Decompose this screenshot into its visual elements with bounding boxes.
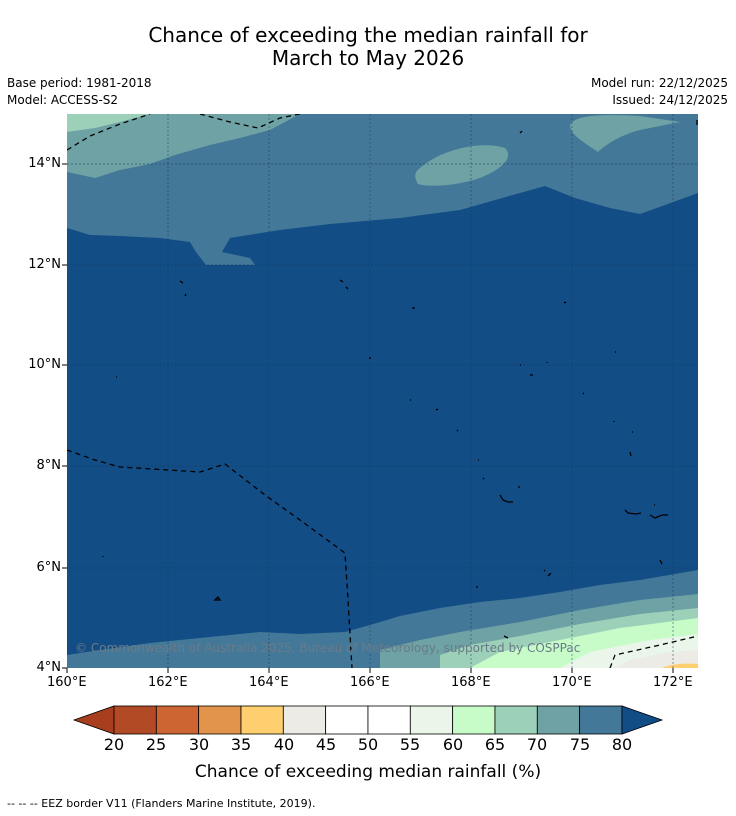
lat-label-8n: 8°N — [36, 458, 62, 473]
colorbar-swatch-3 — [240, 705, 284, 735]
colorbar-label-40: 40 — [273, 735, 295, 754]
title-line-2: March to May 2026 — [271, 46, 465, 70]
colorbar-label-60: 60 — [442, 735, 464, 754]
colorbar-swatch-4 — [282, 705, 327, 735]
colorbar-swatch-10 — [536, 705, 581, 735]
lon-label-162e: 162°E — [148, 675, 188, 690]
colorbar — [72, 705, 664, 735]
colorbar-swatch-11 — [579, 705, 623, 735]
lon-label-164e: 164°E — [249, 675, 289, 690]
model-run: Model run: 22/12/2025 — [590, 76, 728, 90]
lon-label-160e: 160°E — [47, 675, 87, 690]
colorbar-swatch-9 — [494, 705, 538, 735]
lat-label-10n: 10°N — [28, 357, 61, 372]
colorbar-label-25: 25 — [145, 735, 167, 754]
eez-borders — [67, 114, 698, 668]
colorbar-swatch-0 — [113, 705, 157, 735]
lon-label-168e: 168°E — [451, 675, 491, 690]
eez-footnote: -- -- -- EEZ border V11 (Flanders Marine… — [7, 797, 316, 810]
colorbar-label-65: 65 — [484, 735, 506, 754]
colorbar-label-80: 80 — [611, 735, 633, 754]
region-c80-main — [67, 186, 698, 655]
region-c35-corner — [662, 663, 698, 668]
colorbar-label-35: 35 — [230, 735, 252, 754]
lon-label-172e: 172°E — [653, 675, 693, 690]
lat-label-4n: 4°N — [36, 660, 62, 675]
copyright-note: © Commonwealth of Australia 2025, Bureau… — [75, 641, 581, 655]
colorbar-swatch-5 — [325, 705, 369, 735]
base-period: Base period: 1981-2018 — [7, 76, 152, 90]
colorbar-swatch-1 — [155, 705, 200, 735]
region-c40-corner — [615, 650, 698, 668]
lat-label-14n: 14°N — [28, 156, 61, 171]
colorbar-swatch-8 — [452, 705, 496, 735]
issued-date: Issued: 24/12/2025 — [612, 93, 728, 107]
region-c65-corner — [67, 114, 150, 132]
colorbar-label-50: 50 — [357, 735, 379, 754]
ticks — [62, 163, 674, 673]
title-line-1: Chance of exceeding the median rainfall … — [148, 23, 588, 47]
colorbar-extend-low — [72, 705, 115, 735]
colorbar-label-70: 70 — [526, 735, 548, 754]
model-name: Model: ACCESS-S2 — [7, 93, 119, 107]
graticule — [67, 114, 698, 668]
colorbar-label-45: 45 — [315, 735, 337, 754]
lon-label-166e: 166°E — [350, 675, 390, 690]
colorbar-label-20: 20 — [103, 735, 125, 754]
islands — [102, 120, 698, 639]
region-c70-patch — [415, 145, 509, 186]
lat-label-12n: 12°N — [28, 257, 61, 272]
lat-label-6n: 6°N — [36, 560, 62, 575]
colorbar-swatch-7 — [409, 705, 454, 735]
lon-label-170e: 170°E — [552, 675, 592, 690]
region-c70-top-left — [67, 114, 300, 178]
region-c70-right — [570, 115, 680, 152]
colorbar-title: Chance of exceeding median rainfall (%) — [194, 762, 542, 782]
colorbar-label-30: 30 — [188, 735, 210, 754]
colorbar-label-55: 55 — [399, 735, 421, 754]
colorbar-swatch-2 — [198, 705, 242, 735]
colorbar-label-75: 75 — [569, 735, 591, 754]
colorbar-extend-high — [621, 705, 664, 735]
colorbar-swatch-6 — [367, 705, 411, 735]
